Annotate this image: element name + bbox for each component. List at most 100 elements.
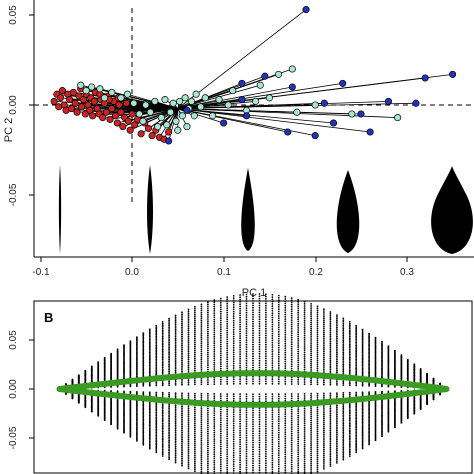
landmark-dot (303, 322, 306, 324)
landmark-dot (155, 363, 158, 365)
landmark-dot (136, 338, 138, 341)
landmark-dot (348, 429, 351, 431)
landmark-dot (265, 464, 267, 467)
landmark-dot (213, 301, 216, 304)
landmark-dot (303, 349, 306, 352)
landmark-dot (207, 343, 209, 346)
landmark-dot (290, 323, 293, 326)
landmark-dot (194, 394, 196, 397)
landmark-dot (194, 327, 196, 330)
landmark-dot (219, 350, 222, 352)
landmark-dot (361, 404, 364, 407)
landmark-dot (207, 379, 209, 381)
landmark-dot (342, 327, 345, 330)
landmark-dot (258, 437, 261, 439)
landmark-dot (239, 353, 242, 356)
landmark-dot (329, 433, 332, 436)
landmark-dot (219, 430, 222, 433)
landmark-dot (297, 365, 300, 368)
landmark-dot (361, 392, 364, 395)
landmark-dot (174, 371, 177, 374)
landmark-dot (329, 431, 332, 434)
landmark-dot (310, 352, 312, 355)
landmark-dot (181, 352, 183, 355)
landmark-dot (277, 422, 280, 425)
link-line (157, 108, 179, 127)
landmark-dot (194, 452, 196, 455)
landmark-dot (348, 358, 351, 361)
landmark-dot (161, 447, 164, 449)
landmark-dot (361, 443, 364, 446)
landmark-dot (303, 319, 306, 322)
landmark-dot (213, 423, 216, 425)
landmark-dot (258, 421, 261, 423)
landmark-dot (277, 443, 280, 445)
landmark-dot (155, 327, 158, 330)
landmark-dot (219, 445, 222, 448)
landmark-dot (226, 380, 229, 383)
landmark-dot (226, 437, 229, 440)
landmark-dot (348, 421, 351, 423)
landmark-dot (271, 459, 274, 462)
landmark-dot (336, 453, 338, 455)
landmark-dot (181, 455, 183, 458)
landmark-dot (374, 425, 377, 428)
landmark-dot (329, 324, 332, 326)
landmark-dot (271, 448, 274, 450)
landmark-dot (226, 417, 229, 420)
landmark-dot (174, 343, 177, 345)
landmark-dot (161, 443, 164, 446)
landmark-dot (252, 464, 254, 467)
landmark-dot (271, 303, 274, 305)
landmark-dot (284, 316, 287, 318)
landmark-dot (161, 448, 164, 451)
landmark-dot (355, 443, 358, 446)
landmark-dot (207, 409, 209, 412)
landmark-dot (239, 443, 242, 446)
landmark-dot (355, 337, 358, 339)
data-point (366, 128, 374, 136)
landmark-dot (303, 445, 306, 448)
landmark-dot (361, 340, 364, 342)
landmark-dot (181, 414, 183, 417)
landmark-dot (290, 452, 293, 455)
landmark-dot (271, 344, 274, 346)
landmark-dot (232, 355, 235, 358)
landmark-dot (207, 426, 209, 429)
landmark-dot (226, 408, 229, 411)
landmark-dot (187, 325, 190, 328)
landmark-dot (155, 431, 158, 434)
landmark-dot (303, 416, 306, 418)
landmark-dot (142, 416, 145, 419)
landmark-dot (219, 312, 222, 315)
landmark-dot (303, 305, 306, 307)
landmark-dot (277, 364, 280, 367)
landmark-dot (187, 440, 190, 443)
landmark-dot (368, 344, 370, 347)
landmark-dot (252, 448, 254, 451)
landmark-dot (265, 316, 267, 319)
link-line (177, 102, 416, 109)
landmark-dot (155, 420, 158, 423)
landmark-dot (194, 416, 196, 419)
landmark-dot (316, 408, 319, 411)
landmark-dot (219, 423, 222, 426)
landmark-dot (187, 366, 190, 369)
landmark-dot (303, 332, 306, 335)
landmark-dot (187, 392, 190, 395)
landmark-dot (323, 310, 325, 312)
landmark-dot (168, 444, 171, 447)
landmark-dot (239, 461, 242, 464)
data-point (77, 81, 85, 89)
landmark-dot (187, 431, 190, 433)
landmark-dot (239, 307, 242, 310)
landmark-dot (368, 418, 370, 420)
landmark-dot (297, 414, 300, 417)
landmark-dot (219, 310, 222, 313)
landmark-dot (336, 431, 338, 434)
landmark-dot (187, 433, 190, 435)
landmark-dot (258, 462, 261, 465)
landmark-dot (226, 347, 229, 350)
landmark-dot (277, 393, 280, 396)
data-point (209, 112, 217, 120)
